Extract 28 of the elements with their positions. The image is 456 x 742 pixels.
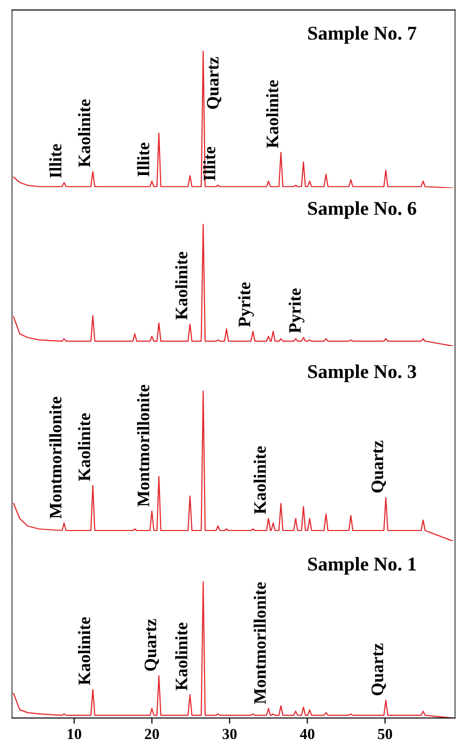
annotation: Illite — [137, 142, 150, 176]
annotation: Montmorillonite — [137, 384, 150, 507]
annotation: Illite — [49, 144, 62, 178]
x-tick-label: 50 — [378, 728, 392, 740]
annotation: Montmorillonite — [254, 582, 266, 704]
annotation: Quartz — [372, 643, 386, 696]
chart-title: Sample No. 1 — [308, 556, 416, 575]
annotation: Kaolinite — [175, 252, 188, 320]
annotation: Kaolinite — [78, 413, 90, 482]
annotation: Quartz — [144, 618, 159, 671]
annotation: Quartz — [372, 440, 386, 492]
x-tick-label: 10 — [68, 728, 82, 740]
annotation: Pyrite — [238, 282, 254, 327]
x-tick-label: 20 — [144, 728, 159, 740]
chart-title: Sample No. 3 — [308, 364, 416, 382]
chart-title: Sample No. 6 — [308, 201, 416, 219]
annotation: Kaolinite — [254, 446, 266, 514]
annotation: Pyrite — [288, 288, 304, 334]
chart-title: Sample No. 7 — [308, 26, 416, 44]
annotation: Kaolinite — [175, 622, 188, 690]
annotation: Illite — [203, 146, 216, 181]
annotation: Montmorillonite — [49, 396, 62, 519]
annotation: Kaolinite — [78, 617, 90, 685]
annotation: Quartz — [206, 57, 222, 109]
x-tick-label: 40 — [300, 728, 314, 740]
annotation: Kaolinite — [78, 99, 90, 168]
annotation: Kaolinite — [266, 80, 278, 148]
x-tick-label: 30 — [222, 728, 237, 740]
